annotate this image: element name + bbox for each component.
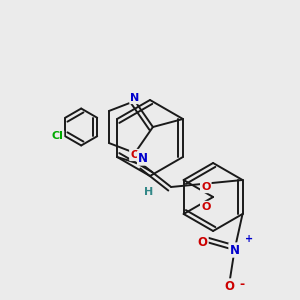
Text: O: O (130, 150, 140, 160)
Text: N: N (138, 152, 148, 164)
Text: O: O (197, 236, 208, 248)
Text: -: - (239, 278, 245, 291)
Text: O: O (224, 280, 235, 292)
Text: N: N (130, 93, 140, 103)
Text: +: + (244, 234, 253, 244)
Text: O: O (201, 202, 211, 212)
Text: Cl: Cl (51, 131, 63, 141)
Text: N: N (230, 244, 239, 256)
Text: O: O (201, 182, 211, 192)
Text: H: H (145, 187, 154, 197)
